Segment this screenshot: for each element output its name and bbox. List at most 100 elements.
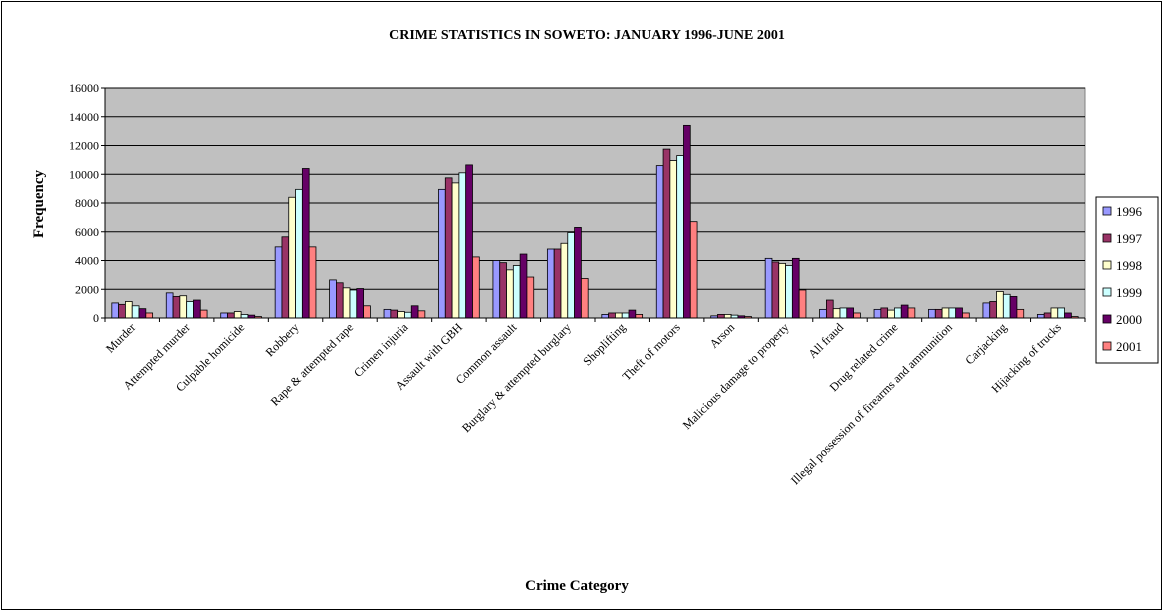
y-tick-label: 8000 — [75, 196, 99, 210]
y-tick-label: 4000 — [75, 254, 99, 268]
bar-1998 — [1050, 307, 1059, 319]
x-tick-label: Arson — [707, 320, 738, 351]
bar-1998 — [615, 312, 623, 319]
bar-1997 — [335, 282, 344, 319]
bar-1999 — [404, 311, 412, 319]
bar-1998 — [887, 309, 895, 319]
bar-2001 — [907, 307, 916, 319]
y-tick-label: 0 — [93, 311, 99, 325]
chart-title: CRIME STATISTICS IN SOWETO: JANUARY 1996… — [389, 28, 785, 43]
bar-2001 — [635, 314, 644, 319]
bar-1999 — [240, 314, 249, 319]
x-tick-label: Robbery — [263, 320, 302, 359]
bar-2000 — [900, 304, 909, 319]
plot-area — [104, 87, 1086, 319]
bar-2001 — [689, 221, 698, 319]
y-axis: 0 2000 4000 6000 8000 10000 12000 14000 16000 — [69, 81, 106, 325]
bar-1999 — [186, 301, 194, 319]
bar-2001 — [853, 312, 861, 319]
bar-1997 — [444, 177, 453, 319]
bar-1998 — [832, 308, 841, 319]
x-tick-label: Crimen injuria — [351, 320, 411, 380]
bar-2000 — [955, 307, 963, 319]
y-tick-label: 12000 — [69, 139, 99, 153]
x-tick-label: Theft of motors — [620, 320, 683, 383]
bar-1997 — [717, 314, 725, 319]
bar-1997 — [1043, 312, 1052, 319]
bar-2000 — [683, 124, 691, 319]
bar-2000 — [574, 227, 582, 319]
bar-1997 — [880, 307, 889, 319]
bar-1999 — [295, 188, 303, 319]
bar-1996 — [165, 292, 174, 319]
bar-1998 — [451, 182, 460, 319]
bar-1997 — [390, 309, 399, 319]
bar-2001 — [1016, 308, 1025, 319]
bar-1999 — [1057, 307, 1065, 319]
legend-label-1997: 1997 — [1116, 231, 1143, 246]
bar-1996 — [274, 246, 283, 319]
bar-2001 — [145, 312, 154, 319]
bar-2001 — [308, 246, 317, 319]
bar-2001 — [580, 278, 589, 319]
bar-1999 — [621, 312, 630, 319]
bar-1998 — [288, 196, 296, 319]
y-tick-label: 10000 — [69, 167, 99, 181]
bar-1996 — [492, 260, 501, 319]
y-axis-label: Frequency — [31, 169, 47, 238]
bar-1996 — [383, 308, 392, 319]
bar-1999 — [349, 289, 358, 319]
bar-1996 — [601, 314, 610, 319]
bar-2000 — [356, 288, 364, 319]
bar-2001 — [363, 305, 371, 319]
bar-2001 — [526, 276, 535, 319]
bar-1999 — [948, 307, 957, 319]
bar-2001 — [798, 289, 807, 319]
bar-1996 — [655, 165, 664, 319]
legend-label-1999: 1999 — [1116, 285, 1142, 300]
bar-2000 — [791, 257, 800, 319]
bar-2000 — [193, 299, 201, 319]
x-tick-label: Shoplifting — [580, 320, 628, 368]
bar-1999 — [458, 172, 467, 319]
y-tick-label: 16000 — [69, 81, 99, 95]
bar-2000 — [138, 308, 147, 319]
bar-1997 — [771, 261, 780, 319]
bar-1999 — [785, 265, 793, 319]
bar-1998 — [560, 242, 569, 319]
bar-1996 — [546, 248, 555, 319]
bar-1998 — [506, 269, 514, 319]
bar-1999 — [839, 307, 848, 319]
bar-1997 — [608, 312, 616, 319]
bar-1998 — [669, 160, 678, 319]
legend-swatch-1999 — [1102, 287, 1112, 297]
legend-box — [1095, 196, 1159, 364]
x-tick-label: Murder — [103, 320, 138, 355]
legend-swatch-2000 — [1102, 314, 1112, 324]
legend-label-2000: 2000 — [1116, 312, 1142, 327]
legend-swatch-1998 — [1102, 260, 1112, 270]
bar-1996 — [873, 308, 882, 319]
legend-label-2001: 2001 — [1116, 339, 1142, 354]
bar-1998 — [723, 314, 732, 319]
bar-1998 — [397, 311, 405, 319]
bar-1997 — [281, 236, 290, 319]
bar-1998 — [125, 301, 133, 319]
bar-1996 — [982, 302, 991, 319]
bar-1997 — [499, 262, 507, 319]
bar-1999 — [1002, 293, 1011, 319]
legend-label-1998: 1998 — [1116, 258, 1142, 273]
legend-swatch-1996 — [1102, 206, 1112, 216]
bar-1997 — [826, 299, 834, 319]
bar-1996 — [764, 257, 773, 319]
bar-1997 — [934, 308, 943, 319]
bar-1997 — [118, 303, 126, 319]
bar-1997 — [553, 248, 562, 319]
bar-1999 — [512, 265, 521, 319]
bar-1996 — [438, 188, 446, 319]
bar-1999 — [567, 232, 575, 319]
bar-2000 — [301, 168, 310, 319]
